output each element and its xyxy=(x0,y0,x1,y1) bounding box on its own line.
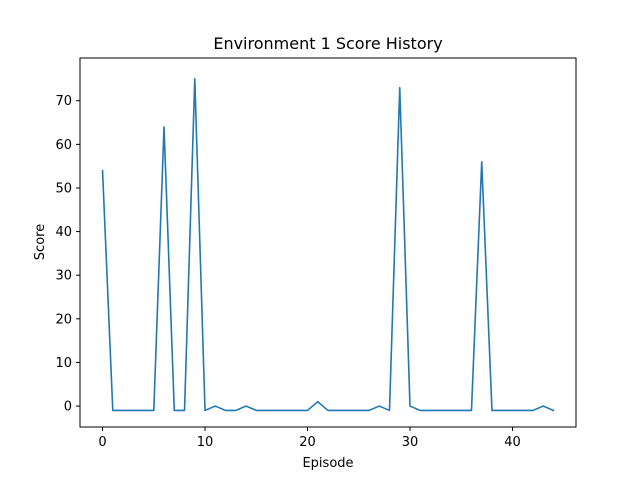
chart-title: Environment 1 Score History xyxy=(213,34,442,53)
y-tick-label: 40 xyxy=(55,225,72,240)
x-tick-label: 20 xyxy=(299,435,316,450)
y-tick-label: 10 xyxy=(55,356,72,371)
y-tick-label: 20 xyxy=(55,312,72,327)
x-tick-label: 10 xyxy=(197,435,214,450)
y-tick-label: 50 xyxy=(55,181,72,196)
series-line xyxy=(101,78,555,412)
y-tick-label: 0 xyxy=(64,400,72,415)
x-tick-label: 0 xyxy=(98,435,106,450)
x-axis-label: Episode xyxy=(302,456,353,471)
y-tick-label: 30 xyxy=(55,269,72,284)
y-tick-label: 70 xyxy=(55,94,72,109)
axes-frame xyxy=(79,57,577,428)
plot-area: 0 10 20 30 40 0 10 20 30 40 50 60 70 xyxy=(55,78,555,450)
y-tick-label: 60 xyxy=(55,138,72,153)
x-tick-label: 40 xyxy=(504,435,521,450)
y-axis-label: Score xyxy=(33,224,48,260)
x-tick-label: 30 xyxy=(402,435,419,450)
